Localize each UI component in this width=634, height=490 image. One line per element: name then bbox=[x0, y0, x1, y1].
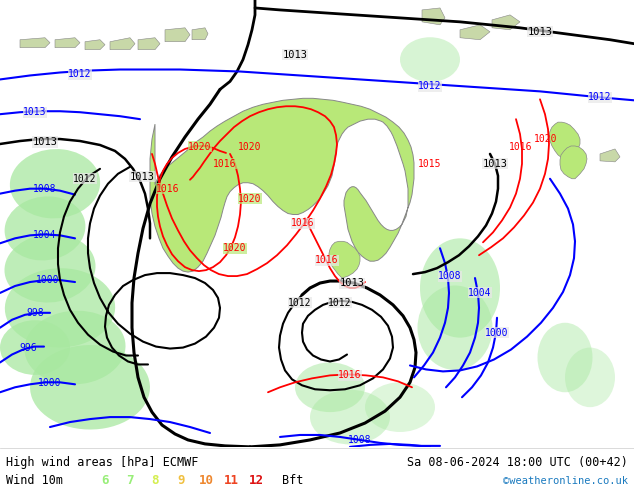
Ellipse shape bbox=[4, 196, 86, 260]
Text: 1013: 1013 bbox=[482, 159, 507, 169]
Text: 1012: 1012 bbox=[588, 92, 612, 102]
Text: 1004: 1004 bbox=[469, 288, 492, 298]
Polygon shape bbox=[20, 38, 50, 48]
Polygon shape bbox=[329, 241, 360, 278]
Ellipse shape bbox=[10, 149, 100, 219]
Text: 1012: 1012 bbox=[74, 174, 97, 184]
Text: 9: 9 bbox=[177, 474, 184, 487]
Text: 1013: 1013 bbox=[339, 278, 365, 288]
Polygon shape bbox=[549, 122, 580, 160]
Text: 1013: 1013 bbox=[129, 172, 155, 182]
Polygon shape bbox=[460, 25, 490, 40]
Text: 1016: 1016 bbox=[339, 370, 362, 380]
Text: 1016: 1016 bbox=[213, 159, 236, 169]
Text: Bft: Bft bbox=[282, 474, 304, 487]
Text: 6: 6 bbox=[101, 474, 108, 487]
Text: 1016: 1016 bbox=[156, 184, 180, 194]
Ellipse shape bbox=[4, 234, 96, 302]
Polygon shape bbox=[560, 146, 587, 179]
Polygon shape bbox=[422, 8, 445, 25]
Text: 1013: 1013 bbox=[283, 49, 307, 60]
Polygon shape bbox=[150, 98, 414, 272]
Ellipse shape bbox=[295, 363, 365, 412]
Text: 1013: 1013 bbox=[527, 27, 552, 37]
Ellipse shape bbox=[400, 37, 460, 82]
Ellipse shape bbox=[25, 311, 126, 385]
Ellipse shape bbox=[538, 323, 593, 392]
Ellipse shape bbox=[0, 320, 70, 375]
Text: 1020: 1020 bbox=[238, 194, 262, 204]
Text: High wind areas [hPa] ECMWF: High wind areas [hPa] ECMWF bbox=[6, 456, 198, 469]
Text: 1016: 1016 bbox=[315, 255, 339, 265]
Text: 998: 998 bbox=[26, 308, 44, 318]
Text: 8: 8 bbox=[152, 474, 159, 487]
Text: 1013: 1013 bbox=[23, 107, 47, 117]
Text: 1020: 1020 bbox=[238, 142, 262, 152]
Text: 1020: 1020 bbox=[188, 142, 212, 152]
Text: 1016: 1016 bbox=[291, 219, 314, 228]
Text: 1000: 1000 bbox=[38, 378, 61, 388]
Text: 1012: 1012 bbox=[288, 298, 312, 308]
Polygon shape bbox=[110, 38, 135, 49]
Text: 1008: 1008 bbox=[348, 435, 372, 445]
Ellipse shape bbox=[565, 347, 615, 407]
Polygon shape bbox=[600, 149, 620, 162]
Text: Sa 08-06-2024 18:00 UTC (00+42): Sa 08-06-2024 18:00 UTC (00+42) bbox=[407, 456, 628, 469]
Text: 1020: 1020 bbox=[223, 243, 247, 253]
Polygon shape bbox=[55, 38, 80, 48]
Ellipse shape bbox=[5, 268, 115, 347]
Ellipse shape bbox=[365, 382, 435, 432]
Polygon shape bbox=[492, 15, 520, 30]
Text: 1020: 1020 bbox=[534, 134, 558, 144]
Text: 996: 996 bbox=[19, 343, 37, 353]
Text: 1008: 1008 bbox=[438, 271, 462, 281]
Polygon shape bbox=[85, 40, 105, 49]
Text: 1015: 1015 bbox=[418, 159, 442, 169]
Ellipse shape bbox=[310, 390, 390, 444]
Text: 1016: 1016 bbox=[509, 142, 533, 152]
Text: 7: 7 bbox=[126, 474, 134, 487]
Text: 11: 11 bbox=[224, 474, 239, 487]
Polygon shape bbox=[138, 38, 160, 49]
Polygon shape bbox=[165, 28, 190, 42]
Text: Wind 10m: Wind 10m bbox=[6, 474, 63, 487]
Text: 1012: 1012 bbox=[418, 81, 442, 92]
Ellipse shape bbox=[420, 238, 500, 338]
Text: 10: 10 bbox=[198, 474, 214, 487]
Text: 1012: 1012 bbox=[68, 70, 92, 79]
Text: 1012: 1012 bbox=[328, 298, 352, 308]
Ellipse shape bbox=[418, 286, 493, 370]
Text: 1000: 1000 bbox=[485, 328, 508, 338]
Polygon shape bbox=[192, 28, 208, 40]
Text: 12: 12 bbox=[249, 474, 264, 487]
Ellipse shape bbox=[30, 345, 150, 430]
Text: 1004: 1004 bbox=[33, 230, 57, 241]
Text: 1013: 1013 bbox=[32, 137, 58, 147]
Text: 1008: 1008 bbox=[33, 184, 57, 194]
Text: 1000: 1000 bbox=[36, 275, 60, 285]
Text: ©weatheronline.co.uk: ©weatheronline.co.uk bbox=[503, 475, 628, 486]
